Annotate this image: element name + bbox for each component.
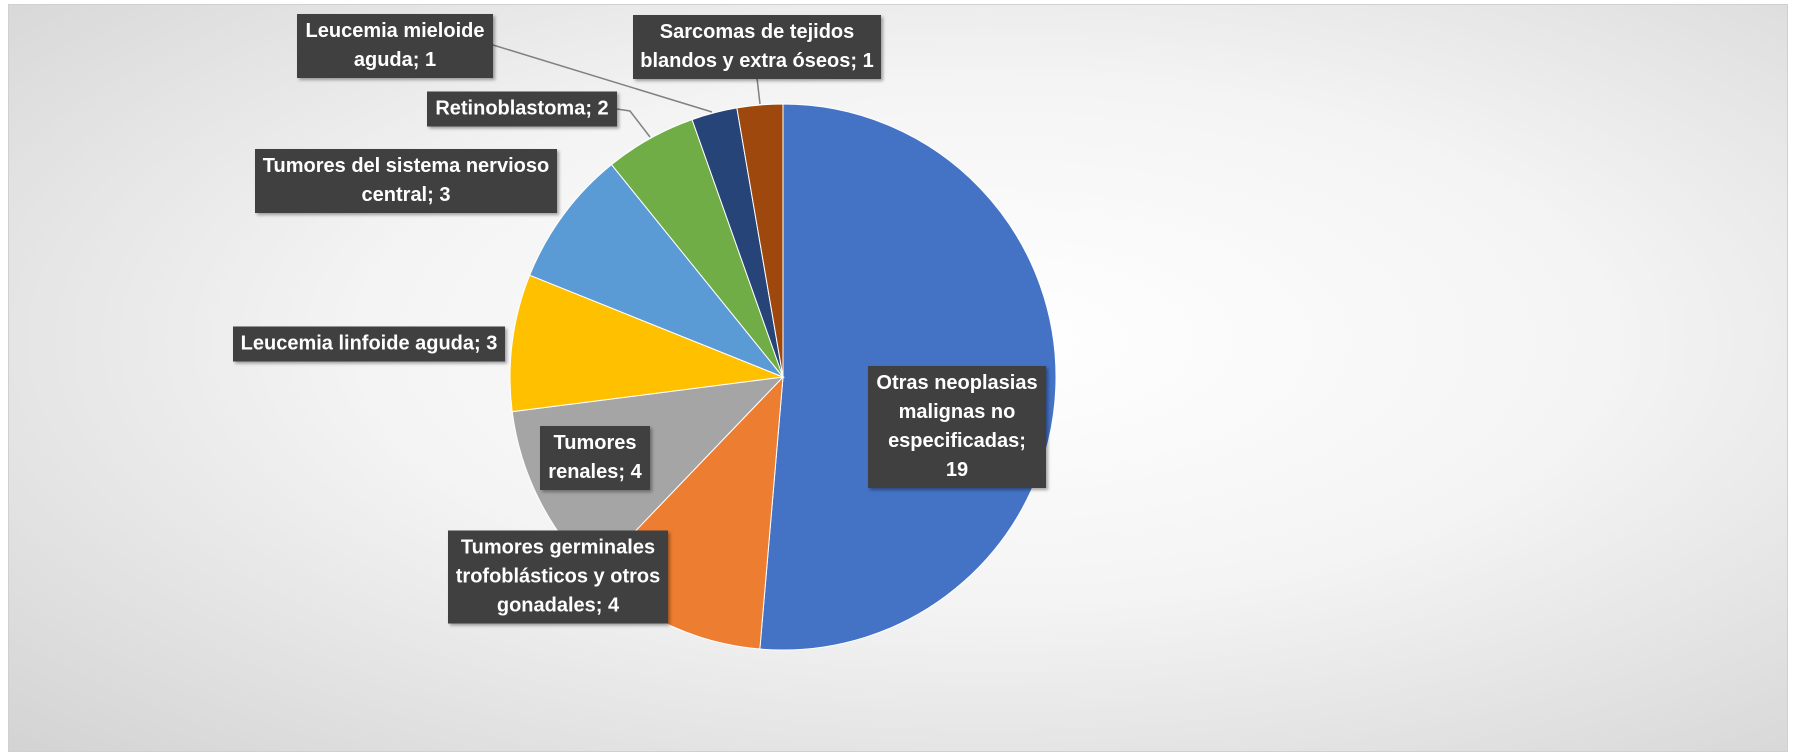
- data-label: Leucemia linfoide aguda; 3: [233, 326, 505, 362]
- data-label: Otras neoplasias malignas no especificad…: [868, 366, 1046, 488]
- data-label: Leucemia mieloide aguda; 1: [297, 14, 493, 78]
- data-label: Retinoblastoma; 2: [427, 91, 617, 127]
- pie-slice: [529, 163, 785, 379]
- data-label: Sarcomas de tejidos blandos y extra óseo…: [633, 15, 881, 79]
- leader-line: [756, 77, 761, 105]
- leader-line: [492, 44, 713, 113]
- pie-slice: [509, 274, 785, 413]
- data-label: Tumores renales; 4: [540, 426, 650, 490]
- pie-slice: [736, 103, 784, 378]
- data-label: Tumores germinales trofoblásticos y otro…: [448, 530, 668, 624]
- data-label: Tumores del sistema nervioso central; 3: [255, 149, 557, 213]
- leader-line: [616, 108, 651, 138]
